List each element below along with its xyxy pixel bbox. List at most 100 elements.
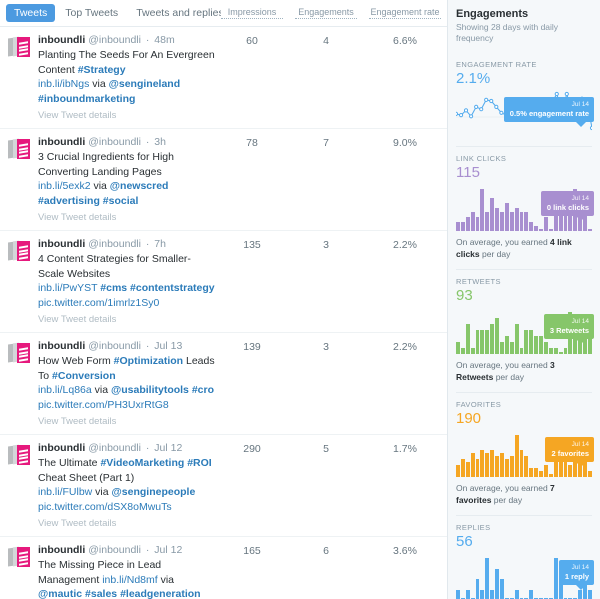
bar[interactable] <box>485 330 490 354</box>
table-row[interactable]: inboundli @inboundli · 48m Planting The Se… <box>0 27 447 129</box>
bar[interactable] <box>500 342 504 354</box>
bar[interactable] <box>558 352 563 354</box>
bar[interactable] <box>475 459 480 477</box>
bar[interactable] <box>480 589 485 599</box>
view-tweet-details-link[interactable]: View Tweet details <box>38 110 117 121</box>
tweet-link[interactable]: inb.li/5exk2 <box>38 180 91 192</box>
bar[interactable] <box>495 207 500 231</box>
tweet-author-handle[interactable]: @inboundli <box>88 238 141 250</box>
bar[interactable] <box>480 450 485 477</box>
card-chart[interactable]: Jul 14 1 reply <box>456 554 594 599</box>
table-row[interactable]: inboundli @inboundli · Jul 13 How Web Form… <box>0 333 447 435</box>
bar[interactable] <box>485 453 490 477</box>
bar[interactable] <box>504 459 509 477</box>
tweet-author-handle[interactable]: @inboundli <box>88 442 141 454</box>
bar[interactable] <box>470 453 475 477</box>
tweet-link[interactable]: inb.li/FUlbw <box>38 486 93 498</box>
bar[interactable] <box>456 465 460 477</box>
bar[interactable] <box>558 462 563 477</box>
avatar[interactable] <box>8 444 30 466</box>
bar[interactable] <box>553 456 558 477</box>
bar[interactable] <box>485 558 490 599</box>
bar[interactable] <box>573 450 578 477</box>
avatar[interactable] <box>8 342 30 364</box>
bar[interactable] <box>534 226 539 231</box>
tweet-hashtag-or-mention[interactable]: #cro <box>191 384 215 396</box>
bar[interactable] <box>500 453 504 477</box>
card-chart[interactable]: Jul 14 0 link clicks <box>456 185 594 231</box>
tweet-hashtag-or-mention[interactable]: @newscred <box>109 180 169 192</box>
bar[interactable] <box>534 468 539 477</box>
tweet-hashtag-or-mention[interactable]: #social <box>102 194 139 207</box>
bar[interactable] <box>514 207 519 231</box>
bar[interactable] <box>563 212 568 231</box>
view-tweet-details-link[interactable]: View Tweet details <box>38 416 117 427</box>
bar[interactable] <box>495 318 500 354</box>
bar[interactable] <box>524 330 529 354</box>
bar[interactable] <box>509 212 514 231</box>
tweet-link[interactable]: inb.li/Nd8mf <box>102 573 158 586</box>
tab-tweets-and-replies[interactable]: Tweets and replies <box>136 7 224 19</box>
bar[interactable] <box>539 229 544 231</box>
bar[interactable] <box>544 465 548 477</box>
tweet-author-name[interactable]: inboundli <box>38 238 86 250</box>
column-header-engagements[interactable]: Engagements <box>295 7 357 19</box>
bar[interactable] <box>514 589 519 599</box>
bar[interactable] <box>553 348 558 354</box>
tweet-author-handle[interactable]: @inboundli <box>88 136 141 148</box>
column-header-engagement-rate[interactable]: Engagement rate <box>369 7 441 19</box>
table-row[interactable]: inboundli @inboundli · Jul 12 The Ultimate… <box>0 435 447 537</box>
bar[interactable] <box>470 348 475 354</box>
bar[interactable] <box>465 217 470 231</box>
bar[interactable] <box>548 474 553 477</box>
bar[interactable] <box>539 336 544 354</box>
bar[interactable] <box>548 348 553 354</box>
bar[interactable] <box>460 459 465 477</box>
bar[interactable] <box>529 589 534 599</box>
bar[interactable] <box>548 229 553 231</box>
bar[interactable] <box>544 342 548 354</box>
bar[interactable] <box>456 342 460 354</box>
bar[interactable] <box>456 221 460 231</box>
tweet-timestamp[interactable]: 48m <box>154 34 175 46</box>
tweet-timestamp[interactable]: 7h <box>154 238 166 250</box>
tweet-link[interactable]: pic.twitter.com/PH3UxrRtG8 <box>38 398 169 411</box>
bar[interactable] <box>568 203 573 231</box>
card-chart[interactable]: Jul 14 0.5% engagement rate <box>456 91 594 137</box>
tweet-author-handle[interactable]: @inboundli <box>88 34 141 46</box>
tweet-author-name[interactable]: inboundli <box>38 442 86 454</box>
view-tweet-details-link[interactable]: View Tweet details <box>38 518 117 529</box>
bar[interactable] <box>456 589 460 599</box>
tweet-author-handle[interactable]: @inboundli <box>88 340 141 352</box>
tweet-hashtag-or-mention[interactable]: #inboundmarketing <box>38 92 136 105</box>
bar[interactable] <box>509 456 514 477</box>
bar[interactable] <box>504 336 509 354</box>
bar[interactable] <box>514 435 519 477</box>
avatar[interactable] <box>8 36 30 58</box>
card-chart[interactable]: Jul 14 2 favorites <box>456 431 594 477</box>
bar[interactable] <box>529 221 534 231</box>
avatar[interactable] <box>8 138 30 160</box>
bar[interactable] <box>475 217 480 231</box>
bar[interactable] <box>578 589 583 599</box>
bar[interactable] <box>588 229 592 231</box>
tweet-hashtag-or-mention[interactable]: @sengineland <box>108 78 181 90</box>
bar[interactable] <box>588 336 592 354</box>
tweet-hashtag-or-mention[interactable]: @senginepeople <box>111 486 196 498</box>
tweet-timestamp[interactable]: 3h <box>154 136 166 148</box>
table-row[interactable]: inboundli @inboundli · 7h 4 Content Strate… <box>0 231 447 333</box>
bar[interactable] <box>470 212 475 231</box>
bar[interactable] <box>534 336 539 354</box>
bar[interactable] <box>465 462 470 477</box>
bar[interactable] <box>588 589 592 599</box>
bar[interactable] <box>588 471 592 477</box>
bar[interactable] <box>524 456 529 477</box>
tweet-hashtag-or-mention[interactable]: #advertising <box>38 194 100 207</box>
bar[interactable] <box>519 348 524 354</box>
tweet-hashtag-or-mention[interactable]: #cms <box>100 282 128 294</box>
bar[interactable] <box>475 330 480 354</box>
tweet-hashtag-or-mention[interactable]: #Optimization <box>113 355 184 367</box>
tab-tweets[interactable]: Tweets <box>6 4 56 22</box>
avatar[interactable] <box>8 546 30 568</box>
tab-top-tweets[interactable]: Top Tweets <box>65 7 119 19</box>
